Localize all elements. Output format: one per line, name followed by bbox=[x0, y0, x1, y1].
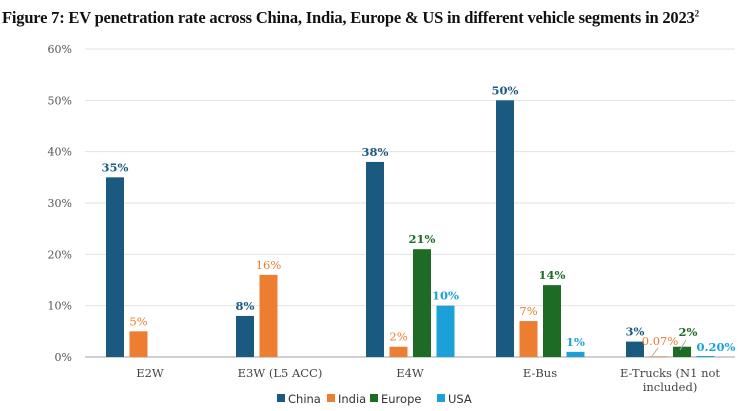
y-tick-label: 40% bbox=[48, 146, 72, 159]
y-tick-label: 50% bbox=[48, 94, 72, 107]
x-tick-label: E-Bus bbox=[523, 366, 557, 380]
bar-china bbox=[236, 315, 254, 357]
x-tick-label: included) bbox=[643, 380, 698, 394]
y-tick-label: 30% bbox=[48, 197, 72, 210]
legend-label: Europe bbox=[381, 392, 421, 406]
bar-china bbox=[626, 341, 644, 357]
bar-china bbox=[366, 161, 384, 357]
chart-title-text: Figure 7: EV penetration rate across Chi… bbox=[2, 8, 695, 27]
legend-swatch bbox=[277, 394, 285, 402]
data-label: 50% bbox=[492, 83, 519, 97]
chart-title: Figure 7: EV penetration rate across Chi… bbox=[2, 8, 699, 28]
y-tick-label: 20% bbox=[48, 248, 72, 261]
data-label: 1% bbox=[566, 335, 585, 349]
bar-india bbox=[129, 331, 148, 357]
data-label: 0.20% bbox=[697, 340, 736, 354]
bar-india bbox=[389, 346, 408, 357]
data-label: 3% bbox=[626, 325, 645, 339]
bar-europe bbox=[673, 346, 691, 357]
data-label: 38% bbox=[362, 145, 389, 159]
data-label: 0.07% bbox=[642, 334, 679, 348]
data-label: 35% bbox=[102, 160, 129, 174]
data-label: 16% bbox=[256, 258, 282, 272]
data-label: 5% bbox=[129, 314, 147, 328]
bar-usa bbox=[436, 305, 455, 357]
data-label: 14% bbox=[539, 268, 566, 282]
data-label: 2% bbox=[679, 325, 698, 339]
legend-swatch bbox=[327, 394, 335, 402]
data-label: 21% bbox=[409, 232, 436, 246]
bar-india bbox=[519, 321, 538, 357]
legend-label: China bbox=[288, 392, 321, 406]
title-footnote-mark: 2 bbox=[694, 8, 700, 19]
data-label: 7% bbox=[519, 304, 537, 318]
bar-china bbox=[106, 177, 124, 357]
bar-europe bbox=[413, 249, 431, 357]
legend-label: USA bbox=[448, 392, 472, 406]
x-tick-label: E3W (L5 ACC) bbox=[238, 366, 323, 380]
bar-china bbox=[496, 100, 514, 357]
x-tick-label: E-Trucks (N1 not bbox=[620, 366, 720, 380]
bar-india bbox=[259, 274, 278, 357]
leader-line bbox=[651, 347, 659, 357]
data-label: 2% bbox=[389, 330, 407, 344]
legend-swatch bbox=[370, 394, 378, 402]
bar-usa bbox=[696, 355, 715, 357]
y-tick-label: 10% bbox=[48, 300, 72, 313]
leader-line bbox=[679, 339, 687, 351]
bar-europe bbox=[543, 285, 561, 357]
legend-swatch bbox=[437, 394, 445, 402]
data-label: 10% bbox=[432, 289, 459, 303]
bar-india bbox=[649, 356, 668, 358]
legend-label: India bbox=[338, 392, 366, 406]
y-tick-label: 0% bbox=[55, 351, 72, 364]
bar-usa bbox=[566, 351, 585, 357]
x-tick-label: E4W bbox=[396, 366, 424, 380]
y-tick-label: 60% bbox=[48, 43, 72, 56]
data-label: 8% bbox=[236, 299, 255, 313]
x-tick-label: E2W bbox=[136, 366, 164, 380]
